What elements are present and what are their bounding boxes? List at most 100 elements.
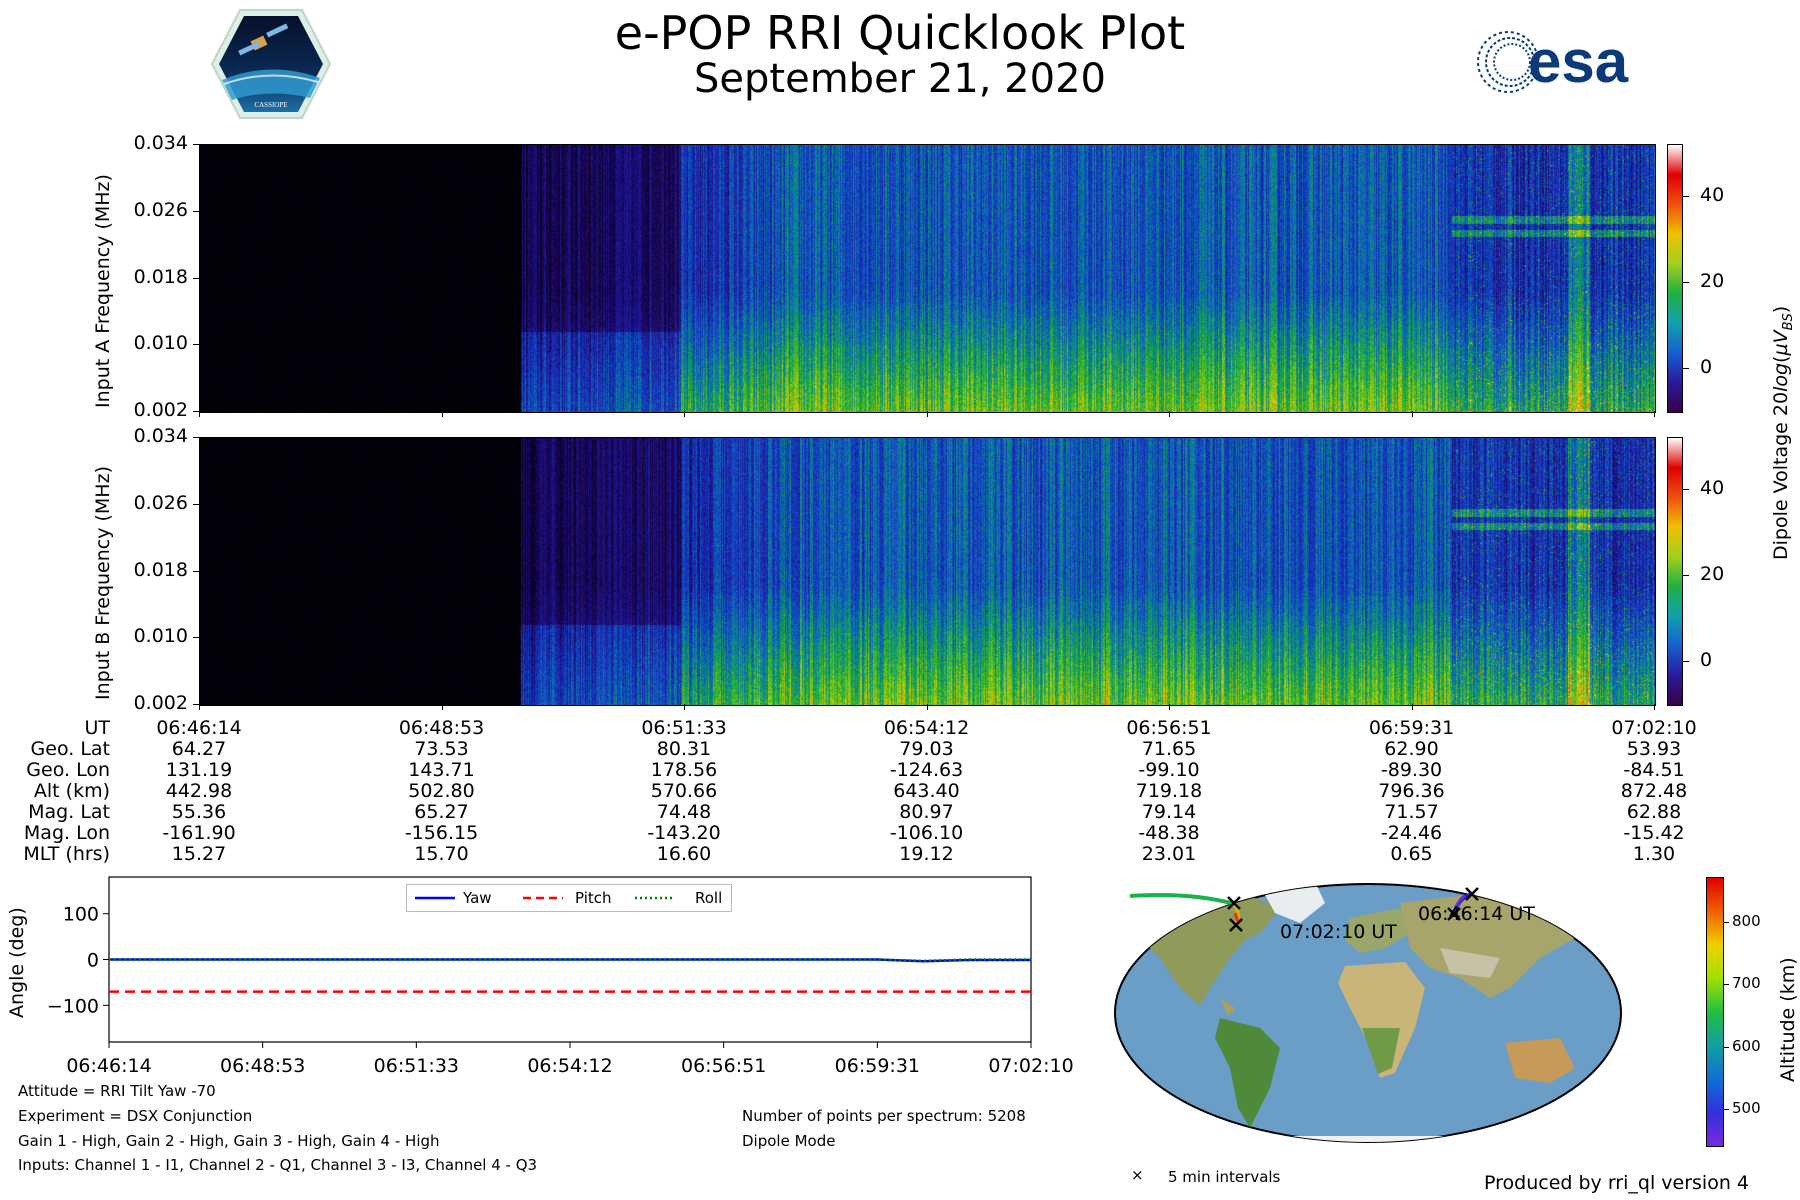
ephemeris-cell: 06:56:51 [1126, 717, 1212, 739]
spectrogram-colorbar-label: Dipole Voltage 20log(µVBS) [1770, 305, 1796, 560]
ephemeris-cell: 55.36 [171, 801, 227, 823]
ephemeris-cell: 23.01 [1141, 843, 1197, 865]
spectrogram-xtick-mark [684, 704, 685, 710]
note-gain: Gain 1 - High, Gain 2 - High, Gain 3 - H… [18, 1132, 440, 1150]
page-date: September 21, 2020 [694, 56, 1106, 102]
ephemeris-cell: 502.80 [408, 780, 475, 802]
spectrogram-b-ytick-mark [193, 503, 199, 505]
spectrogram-colorbar-tick-mark [1683, 281, 1689, 283]
esa-logo-text: esa [1528, 28, 1629, 95]
spectrogram-colorbar-a [1667, 144, 1683, 413]
ephemeris-cell: -161.90 [162, 822, 236, 844]
spectrogram-b-ytick: 0.002 [133, 692, 188, 714]
ephemeris-row-label: Alt (km) [33, 780, 110, 802]
spectrogram-a-ytick: 0.026 [133, 198, 188, 221]
spectrogram-colorbar-tick: 40 [1700, 476, 1725, 499]
legend-roll: Roll [695, 889, 723, 907]
note-experiment: Experiment = DSX Conjunction [18, 1107, 253, 1125]
ephemeris-cell: 131.19 [165, 759, 233, 781]
spectrogram-xtick-mark [684, 411, 685, 417]
ephemeris-cell: -106.10 [889, 822, 964, 844]
spectrogram-xtick-mark [1411, 704, 1413, 710]
attitude-legend: Yaw Pitch Roll [406, 884, 732, 912]
spectrogram-b [199, 437, 1656, 706]
ephemeris-cell: 16.60 [656, 843, 712, 865]
legend-yaw: Yaw [463, 889, 492, 907]
ephemeris-cell: 07:02:10 [1611, 717, 1697, 739]
ephemeris-cell: 53.93 [1626, 738, 1682, 760]
map-interval-legend: 5 min intervals [1168, 1168, 1281, 1186]
ephemeris-cell: 73.53 [414, 738, 469, 760]
ephemeris-cell: 719.18 [1135, 780, 1203, 802]
cassiope-logo-text: CASSIOPE [254, 101, 287, 109]
spectrogram-a-ytick-mark [193, 411, 199, 412]
spectrogram-xtick-mark [926, 411, 928, 417]
spectrogram-xtick-mark [441, 411, 443, 417]
ephemeris-row-label: Geo. Lat [30, 738, 110, 760]
ephemeris-row-label: UT [84, 717, 110, 739]
altitude-colorbar-tick: 500 [1732, 1099, 1761, 1118]
ephemeris-cell: -124.63 [889, 759, 964, 781]
attitude-xtick: 06:48:53 [220, 1055, 305, 1077]
ephemeris-cell: -99.10 [1138, 759, 1200, 781]
ephemeris-cell: 15.70 [414, 843, 469, 865]
note-mode: Dipole Mode [742, 1132, 836, 1150]
spectrogram-colorbar-tick-mark [1683, 488, 1689, 490]
ephemeris-cell: -156.15 [404, 822, 479, 844]
ephemeris-cell: 71.65 [1141, 738, 1197, 760]
spectrogram-xtick-mark [1654, 411, 1655, 417]
attitude-xtick: 06:59:31 [835, 1055, 920, 1077]
spectrogram-a-ytick: 0.010 [133, 332, 188, 355]
ephemeris-row-label: Mag. Lon [23, 822, 110, 844]
ephemeris-cell: 62.88 [1626, 801, 1682, 823]
ephemeris-row-label: MLT (hrs) [23, 843, 110, 865]
attitude-xtick: 06:54:12 [527, 1055, 612, 1077]
esa-logo: esa [1477, 28, 1629, 95]
altitude-colorbar-tick: 700 [1732, 974, 1761, 993]
attitude-ytick: −100 [47, 995, 99, 1017]
ephemeris-cell: 79.03 [899, 738, 954, 760]
note-points: Number of points per spectrum: 5208 [742, 1107, 1026, 1125]
ephemeris-cell: 442.98 [165, 780, 233, 802]
ephemeris-row-label: Mag. Lat [28, 801, 110, 823]
spectrogram-colorbar-tick-mark [1683, 574, 1689, 576]
ephemeris-cell: 178.56 [650, 759, 718, 781]
attitude-xtick: 06:46:14 [66, 1055, 151, 1077]
spectrogram-colorbar-tick: 40 [1700, 183, 1725, 206]
spectrogram-b-ytick: 0.034 [133, 425, 188, 447]
ephemeris-cell: 06:46:14 [156, 717, 242, 739]
altitude-colorbar [1706, 877, 1724, 1147]
attitude-series-roll [109, 958, 1031, 963]
attitude-ytick: 100 [63, 904, 99, 926]
note-inputs: Inputs: Channel 1 - I1, Channel 2 - Q1, … [18, 1156, 538, 1174]
spectrogram-xtick-mark [441, 704, 443, 710]
page-title: e-POP RRI Quicklook Plot [614, 6, 1186, 60]
spectrogram-a-ytick: 0.002 [133, 399, 188, 421]
ephemeris-cell: 74.48 [656, 801, 712, 823]
attitude-xtick: 06:51:33 [374, 1055, 459, 1077]
attitude-ytick: 0 [87, 950, 99, 972]
spectrogram-xtick-mark [1654, 704, 1655, 710]
spectrogram-colorbar-tick: 0 [1700, 355, 1713, 378]
ephemeris-cell: -89.30 [1380, 759, 1443, 781]
attitude-xtick: 07:02:10 [988, 1055, 1073, 1077]
spectrogram-b-ylabel: Input B Frequency (MHz) [92, 466, 114, 700]
spectrogram-a-ytick: 0.034 [133, 132, 188, 154]
ephemeris-cell: 79.14 [1141, 801, 1197, 823]
spectrogram-b-ytick: 0.018 [133, 558, 188, 581]
spectrogram-b-ytick: 0.010 [133, 625, 188, 648]
spectrogram-a-ytick: 0.018 [133, 265, 188, 288]
spectrogram-a-ytick-mark [193, 210, 199, 212]
spectrogram-colorbar-tick: 0 [1700, 648, 1713, 671]
altitude-colorbar-tick-mark [1723, 921, 1729, 923]
spectrogram-a [199, 144, 1656, 413]
spectrogram-a-ytick-mark [193, 144, 199, 145]
spectrogram-colorbar-tick-mark [1683, 367, 1689, 369]
ephemeris-cell: 80.31 [656, 738, 712, 760]
ephemeris-cell: 19.12 [899, 843, 954, 865]
ephemeris-cell: 65.27 [414, 801, 469, 823]
spectrogram-colorbar-tick: 20 [1700, 269, 1725, 292]
ephemeris-cell: 872.48 [1620, 780, 1688, 802]
ephemeris-row-label: Geo. Lon [26, 759, 110, 781]
spectrogram-b-ytick: 0.026 [133, 491, 188, 514]
